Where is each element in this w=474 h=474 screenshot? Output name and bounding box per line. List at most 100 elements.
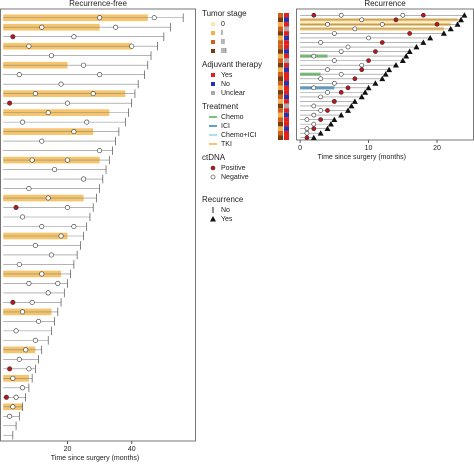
ctdna-negative bbox=[113, 24, 119, 30]
ctdna-negative bbox=[58, 233, 64, 239]
stage-cell bbox=[278, 112, 283, 118]
stage-cell bbox=[278, 121, 283, 127]
recurrence-marker bbox=[310, 134, 317, 141]
ctdna-negative bbox=[45, 195, 51, 201]
ctdna-positive bbox=[311, 12, 317, 18]
recurrence-marker bbox=[392, 62, 399, 68]
ctdna-negative bbox=[97, 15, 103, 21]
ctdna-negative bbox=[81, 62, 87, 68]
adjuvant-cell bbox=[284, 130, 289, 136]
ctdna-negative bbox=[71, 34, 77, 40]
stage-cell bbox=[278, 44, 283, 50]
stage-cell bbox=[278, 130, 283, 136]
ctdna-positive bbox=[373, 49, 378, 54]
ctdna-negative bbox=[338, 49, 344, 54]
ctdna-negative bbox=[58, 81, 64, 87]
adjuvant-cell bbox=[284, 35, 289, 41]
x-axis-label: Time since surgery (months) bbox=[318, 154, 406, 161]
ctdna-negative bbox=[39, 271, 45, 277]
stage-cell bbox=[278, 81, 283, 86]
adjuvant-cell bbox=[284, 53, 289, 59]
stage-cell bbox=[278, 126, 283, 131]
ctdna-negative bbox=[26, 43, 32, 49]
adjuvant-cell bbox=[284, 17, 289, 23]
ctdna-negative bbox=[29, 157, 35, 163]
ctdna-negative bbox=[318, 108, 323, 113]
stage-cell bbox=[278, 90, 283, 95]
ctdna-negative bbox=[311, 121, 317, 127]
legend-label: Negative bbox=[221, 174, 249, 181]
adjuvant-cell bbox=[284, 112, 289, 118]
ctdna-negative bbox=[13, 328, 19, 334]
ctdna-negative bbox=[16, 261, 22, 267]
adjuvant-cell bbox=[284, 108, 289, 113]
adjuvant-cell bbox=[284, 81, 289, 86]
ctdna-negative bbox=[318, 94, 323, 100]
ctdna-negative bbox=[48, 53, 54, 59]
ctdna-negative bbox=[352, 26, 358, 32]
ctdna-negative bbox=[19, 214, 25, 220]
ctdna-negative bbox=[48, 252, 54, 258]
adjuvant-cell bbox=[284, 94, 289, 100]
ctdna-negative bbox=[64, 100, 70, 106]
recurrence-marker bbox=[379, 75, 386, 82]
stage-cell bbox=[278, 40, 283, 45]
stage-cell bbox=[278, 62, 283, 68]
ctdna-negative bbox=[400, 12, 406, 18]
ctdna-positive bbox=[10, 299, 16, 305]
ctdna-negative bbox=[19, 309, 25, 315]
stage-cell bbox=[278, 17, 283, 23]
ctdna-negative bbox=[325, 90, 330, 95]
legend-label: Unclear bbox=[221, 90, 246, 97]
recurrence-marker bbox=[403, 53, 410, 59]
stage-cell bbox=[278, 135, 283, 140]
ctdna-negative bbox=[129, 43, 135, 49]
adjuvant-cell bbox=[284, 121, 289, 127]
adjuvant-cell bbox=[284, 76, 289, 82]
recurrence-marker bbox=[327, 121, 334, 127]
recurrence-marker bbox=[382, 71, 389, 77]
stage-cell bbox=[278, 94, 283, 100]
adjuvant-cell bbox=[284, 90, 289, 95]
stage-cell bbox=[278, 26, 283, 32]
legend-label: 0 bbox=[221, 21, 225, 28]
recurrence-marker bbox=[386, 66, 393, 73]
ctdna-positive bbox=[352, 76, 358, 82]
ctdna-positive bbox=[331, 99, 337, 104]
ctdna-negative bbox=[19, 385, 25, 391]
legend-label: No bbox=[221, 207, 230, 214]
ctdna-negative bbox=[331, 58, 337, 63]
ctdna-negative bbox=[90, 91, 96, 97]
ctdna-negative bbox=[71, 129, 77, 135]
ctdna-negative bbox=[23, 347, 29, 353]
ctdna-negative bbox=[7, 413, 13, 419]
x-tick-label: 0 bbox=[298, 145, 302, 152]
ctdna-negative bbox=[304, 126, 310, 132]
legend-group-title: ctDNA bbox=[202, 153, 226, 162]
ctdna-negative bbox=[39, 138, 45, 144]
ctdna-positive bbox=[434, 21, 440, 27]
adjuvant-cell bbox=[284, 71, 289, 77]
ctdna-negative bbox=[325, 21, 330, 27]
adjuvant-cell bbox=[284, 103, 289, 109]
legend-swatch bbox=[210, 165, 216, 171]
ctdna-positive bbox=[7, 100, 13, 106]
ctdna-negative bbox=[39, 224, 45, 230]
ctdna-negative bbox=[45, 290, 51, 296]
adjuvant-cell bbox=[284, 126, 289, 131]
adjuvant-cell bbox=[284, 67, 289, 72]
ctdna-negative bbox=[84, 119, 90, 125]
recurrence-marker bbox=[461, 12, 468, 18]
ctdna-negative bbox=[359, 17, 365, 23]
recurrence-marker bbox=[454, 21, 461, 27]
legend-group-title: Treatment bbox=[202, 102, 239, 111]
stage-cell bbox=[278, 67, 283, 72]
ctdna-negative bbox=[26, 280, 32, 286]
ctdna-negative bbox=[10, 404, 16, 410]
ctdna-negative bbox=[359, 62, 365, 68]
ctdna-negative bbox=[13, 394, 19, 400]
ctdna-negative bbox=[311, 112, 317, 118]
ctdna-positive bbox=[366, 58, 371, 63]
ctdna-negative bbox=[318, 40, 323, 45]
